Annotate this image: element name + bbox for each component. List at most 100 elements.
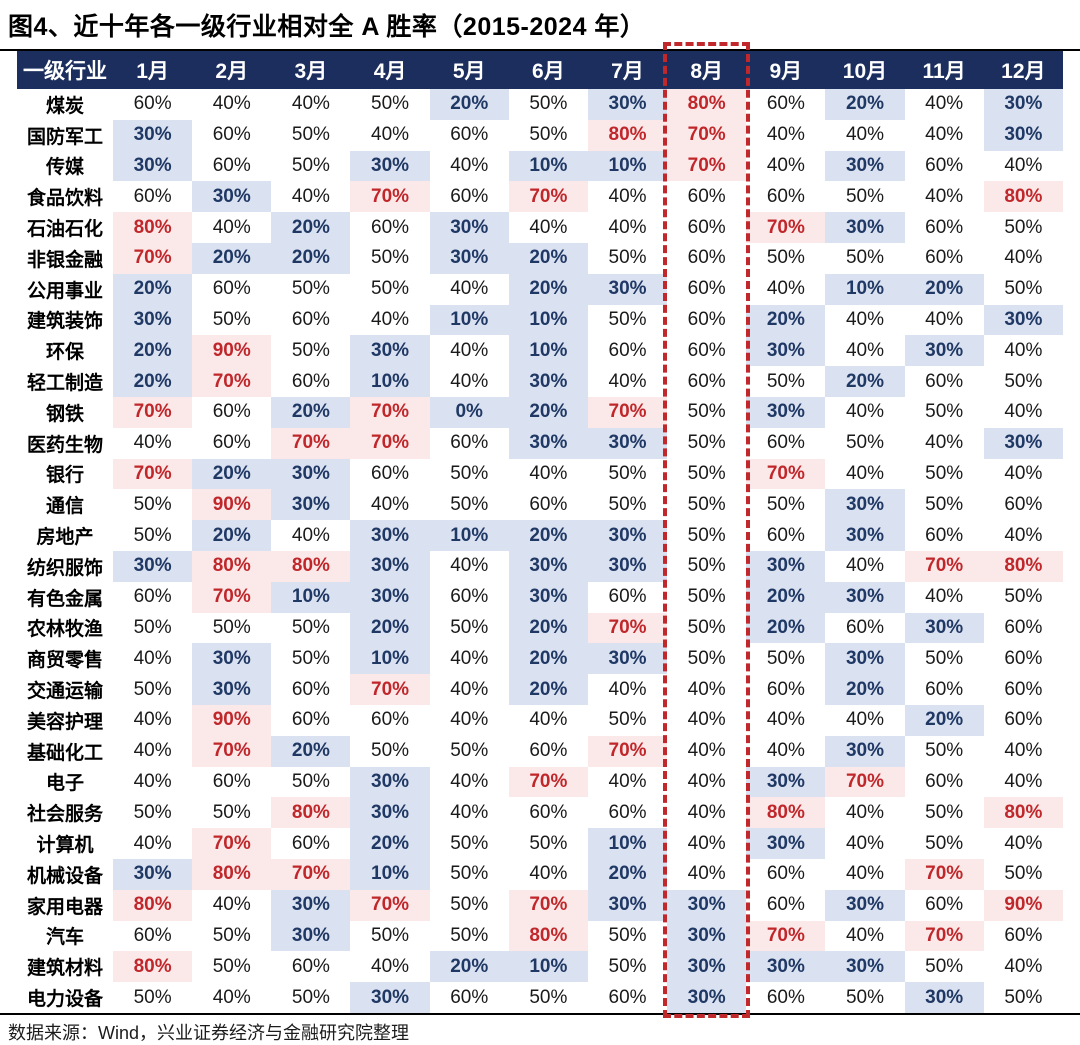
table-row: 轻工制造 20% 70% 60% 10% 40% 30% 40% 60% 50% 20% 60% 50% bbox=[17, 366, 1063, 397]
win-rate-cell: 60% bbox=[766, 524, 805, 546]
win-rate-cell: 30% bbox=[508, 550, 588, 582]
win-rate-cell: 40% bbox=[845, 124, 884, 146]
win-rate-cell: 30% bbox=[667, 920, 747, 952]
win-rate-cell: 50% bbox=[450, 462, 489, 484]
industry-label: 机械设备 bbox=[26, 865, 103, 887]
win-rate-cell: 10% bbox=[508, 951, 588, 983]
win-rate-cell: 70% bbox=[508, 181, 588, 213]
industry-label: 社会服务 bbox=[26, 804, 103, 826]
industry-label: 环保 bbox=[45, 342, 84, 364]
win-rate-cell: 40% bbox=[450, 339, 489, 361]
win-rate-cell: 30% bbox=[587, 550, 668, 582]
win-rate-cell: 50% bbox=[687, 493, 726, 515]
win-rate-cell: 20% bbox=[429, 951, 509, 983]
win-rate-cell: 30% bbox=[983, 119, 1063, 151]
win-rate-cell: 90% bbox=[983, 889, 1063, 921]
win-rate-cell: 30% bbox=[746, 396, 826, 428]
win-rate-cell: 60% bbox=[1004, 616, 1043, 638]
win-rate-cell: 30% bbox=[904, 335, 984, 367]
win-rate-cell: 30% bbox=[113, 550, 193, 582]
win-rate-cell: 30% bbox=[667, 951, 747, 983]
win-rate-cell: 50% bbox=[925, 462, 964, 484]
win-rate-cell: 40% bbox=[687, 801, 726, 823]
month-column-header: 2月 bbox=[192, 51, 272, 89]
win-rate-cell: 50% bbox=[608, 247, 647, 269]
win-rate-cell: 50% bbox=[608, 493, 647, 515]
win-rate-cell: 40% bbox=[371, 493, 410, 515]
win-rate-cell: 70% bbox=[113, 242, 193, 274]
win-rate-cell: 50% bbox=[450, 493, 489, 515]
win-rate-cell: 70% bbox=[192, 735, 272, 767]
win-rate-cell: 40% bbox=[687, 709, 726, 731]
win-rate-cell: 40% bbox=[1004, 247, 1043, 269]
top-divider-line bbox=[0, 49, 1080, 51]
win-rate-cell: 40% bbox=[133, 770, 172, 792]
win-rate-cell: 70% bbox=[904, 920, 984, 952]
win-rate-cell: 70% bbox=[667, 119, 747, 151]
industry-label: 国防军工 bbox=[26, 126, 103, 148]
win-rate-cell: 20% bbox=[271, 735, 351, 767]
win-rate-cell: 70% bbox=[350, 396, 430, 428]
win-rate-cell: 30% bbox=[350, 982, 430, 1013]
win-rate-cell: 30% bbox=[904, 612, 984, 644]
win-rate-cell: 70% bbox=[271, 858, 351, 890]
win-rate-cell: 40% bbox=[845, 924, 884, 946]
table-row: 电子 40% 60% 50% 30% 40% 70% 40% 40% 30% 70% 60% 40% bbox=[17, 766, 1063, 798]
win-rate-cell: 40% bbox=[687, 770, 726, 792]
month-column-header: 1月 bbox=[113, 51, 193, 89]
win-rate-cell: 70% bbox=[271, 427, 351, 459]
win-rate-cell: 50% bbox=[766, 647, 805, 669]
win-rate-cell: 40% bbox=[766, 124, 805, 146]
win-rate-cell: 60% bbox=[529, 493, 568, 515]
table-row: 交通运输 50% 30% 60% 70% 40% 20% 40% 40% 60% 20% 60% 60% bbox=[17, 674, 1063, 705]
win-rate-cell: 30% bbox=[350, 797, 430, 829]
win-rate-cell: 30% bbox=[904, 982, 984, 1013]
win-rate-cell: 20% bbox=[825, 366, 905, 397]
win-rate-cell: 90% bbox=[192, 335, 272, 367]
win-rate-cell: 50% bbox=[371, 93, 410, 115]
win-rate-cell: 70% bbox=[508, 889, 588, 921]
win-rate-cell: 30% bbox=[350, 550, 430, 582]
win-rate-cell: 30% bbox=[350, 150, 430, 182]
win-rate-cell: 40% bbox=[845, 863, 884, 885]
win-rate-cell: 60% bbox=[687, 339, 726, 361]
win-rate-cell: 50% bbox=[450, 924, 489, 946]
win-rate-cell: 50% bbox=[687, 555, 726, 577]
win-rate-cell: 30% bbox=[587, 273, 668, 305]
win-rate-cell: 20% bbox=[429, 89, 509, 120]
win-rate-cell: 50% bbox=[291, 770, 330, 792]
win-rate-cell: 60% bbox=[1004, 493, 1043, 515]
month-column-header: 11月 bbox=[904, 51, 984, 89]
win-rate-cell: 50% bbox=[925, 955, 964, 977]
win-rate-cell: 50% bbox=[687, 401, 726, 423]
table-row: 汽车 60% 50% 30% 50% 50% 80% 50% 30% 70% 40% 70% 60% bbox=[17, 920, 1063, 952]
win-rate-cell: 60% bbox=[450, 986, 489, 1008]
win-rate-cell: 20% bbox=[192, 458, 272, 490]
win-rate-cell: 60% bbox=[925, 370, 964, 392]
win-rate-cell: 20% bbox=[508, 242, 588, 274]
win-rate-cell: 20% bbox=[113, 273, 193, 305]
win-rate-cell: 60% bbox=[925, 247, 964, 269]
table-row: 国防军工 30% 60% 50% 40% 60% 50% 80% 70% 40% 40% 40% 30% bbox=[17, 119, 1063, 151]
win-rate-cell: 30% bbox=[587, 427, 668, 459]
win-rate-cell: 30% bbox=[746, 951, 826, 983]
win-rate-cell: 20% bbox=[508, 396, 588, 428]
table-row: 家用电器 80% 40% 30% 70% 50% 70% 30% 30% 60% 30% 60% 90% bbox=[17, 889, 1063, 921]
win-rate-cell: 50% bbox=[1004, 216, 1043, 238]
win-rate-cell: 60% bbox=[529, 740, 568, 762]
win-rate-cell: 30% bbox=[429, 212, 509, 243]
win-rate-cell: 60% bbox=[687, 216, 726, 238]
win-rate-cell: 40% bbox=[450, 678, 489, 700]
win-rate-cell: 60% bbox=[766, 863, 805, 885]
win-rate-cell: 50% bbox=[608, 462, 647, 484]
table-row: 社会服务 50% 50% 80% 30% 40% 60% 60% 40% 80% 40% 50% 80% bbox=[17, 797, 1063, 829]
win-rate-cell: 60% bbox=[687, 308, 726, 330]
win-rate-cell: 40% bbox=[1004, 462, 1043, 484]
win-rate-cell: 80% bbox=[983, 550, 1063, 582]
win-rate-cell: 60% bbox=[925, 524, 964, 546]
win-rate-cell: 30% bbox=[271, 458, 351, 490]
win-rate-cell: 50% bbox=[291, 647, 330, 669]
win-rate-cell: 40% bbox=[766, 154, 805, 176]
win-rate-cell: 40% bbox=[133, 647, 172, 669]
industry-column-header: 一级行业 bbox=[17, 51, 113, 89]
